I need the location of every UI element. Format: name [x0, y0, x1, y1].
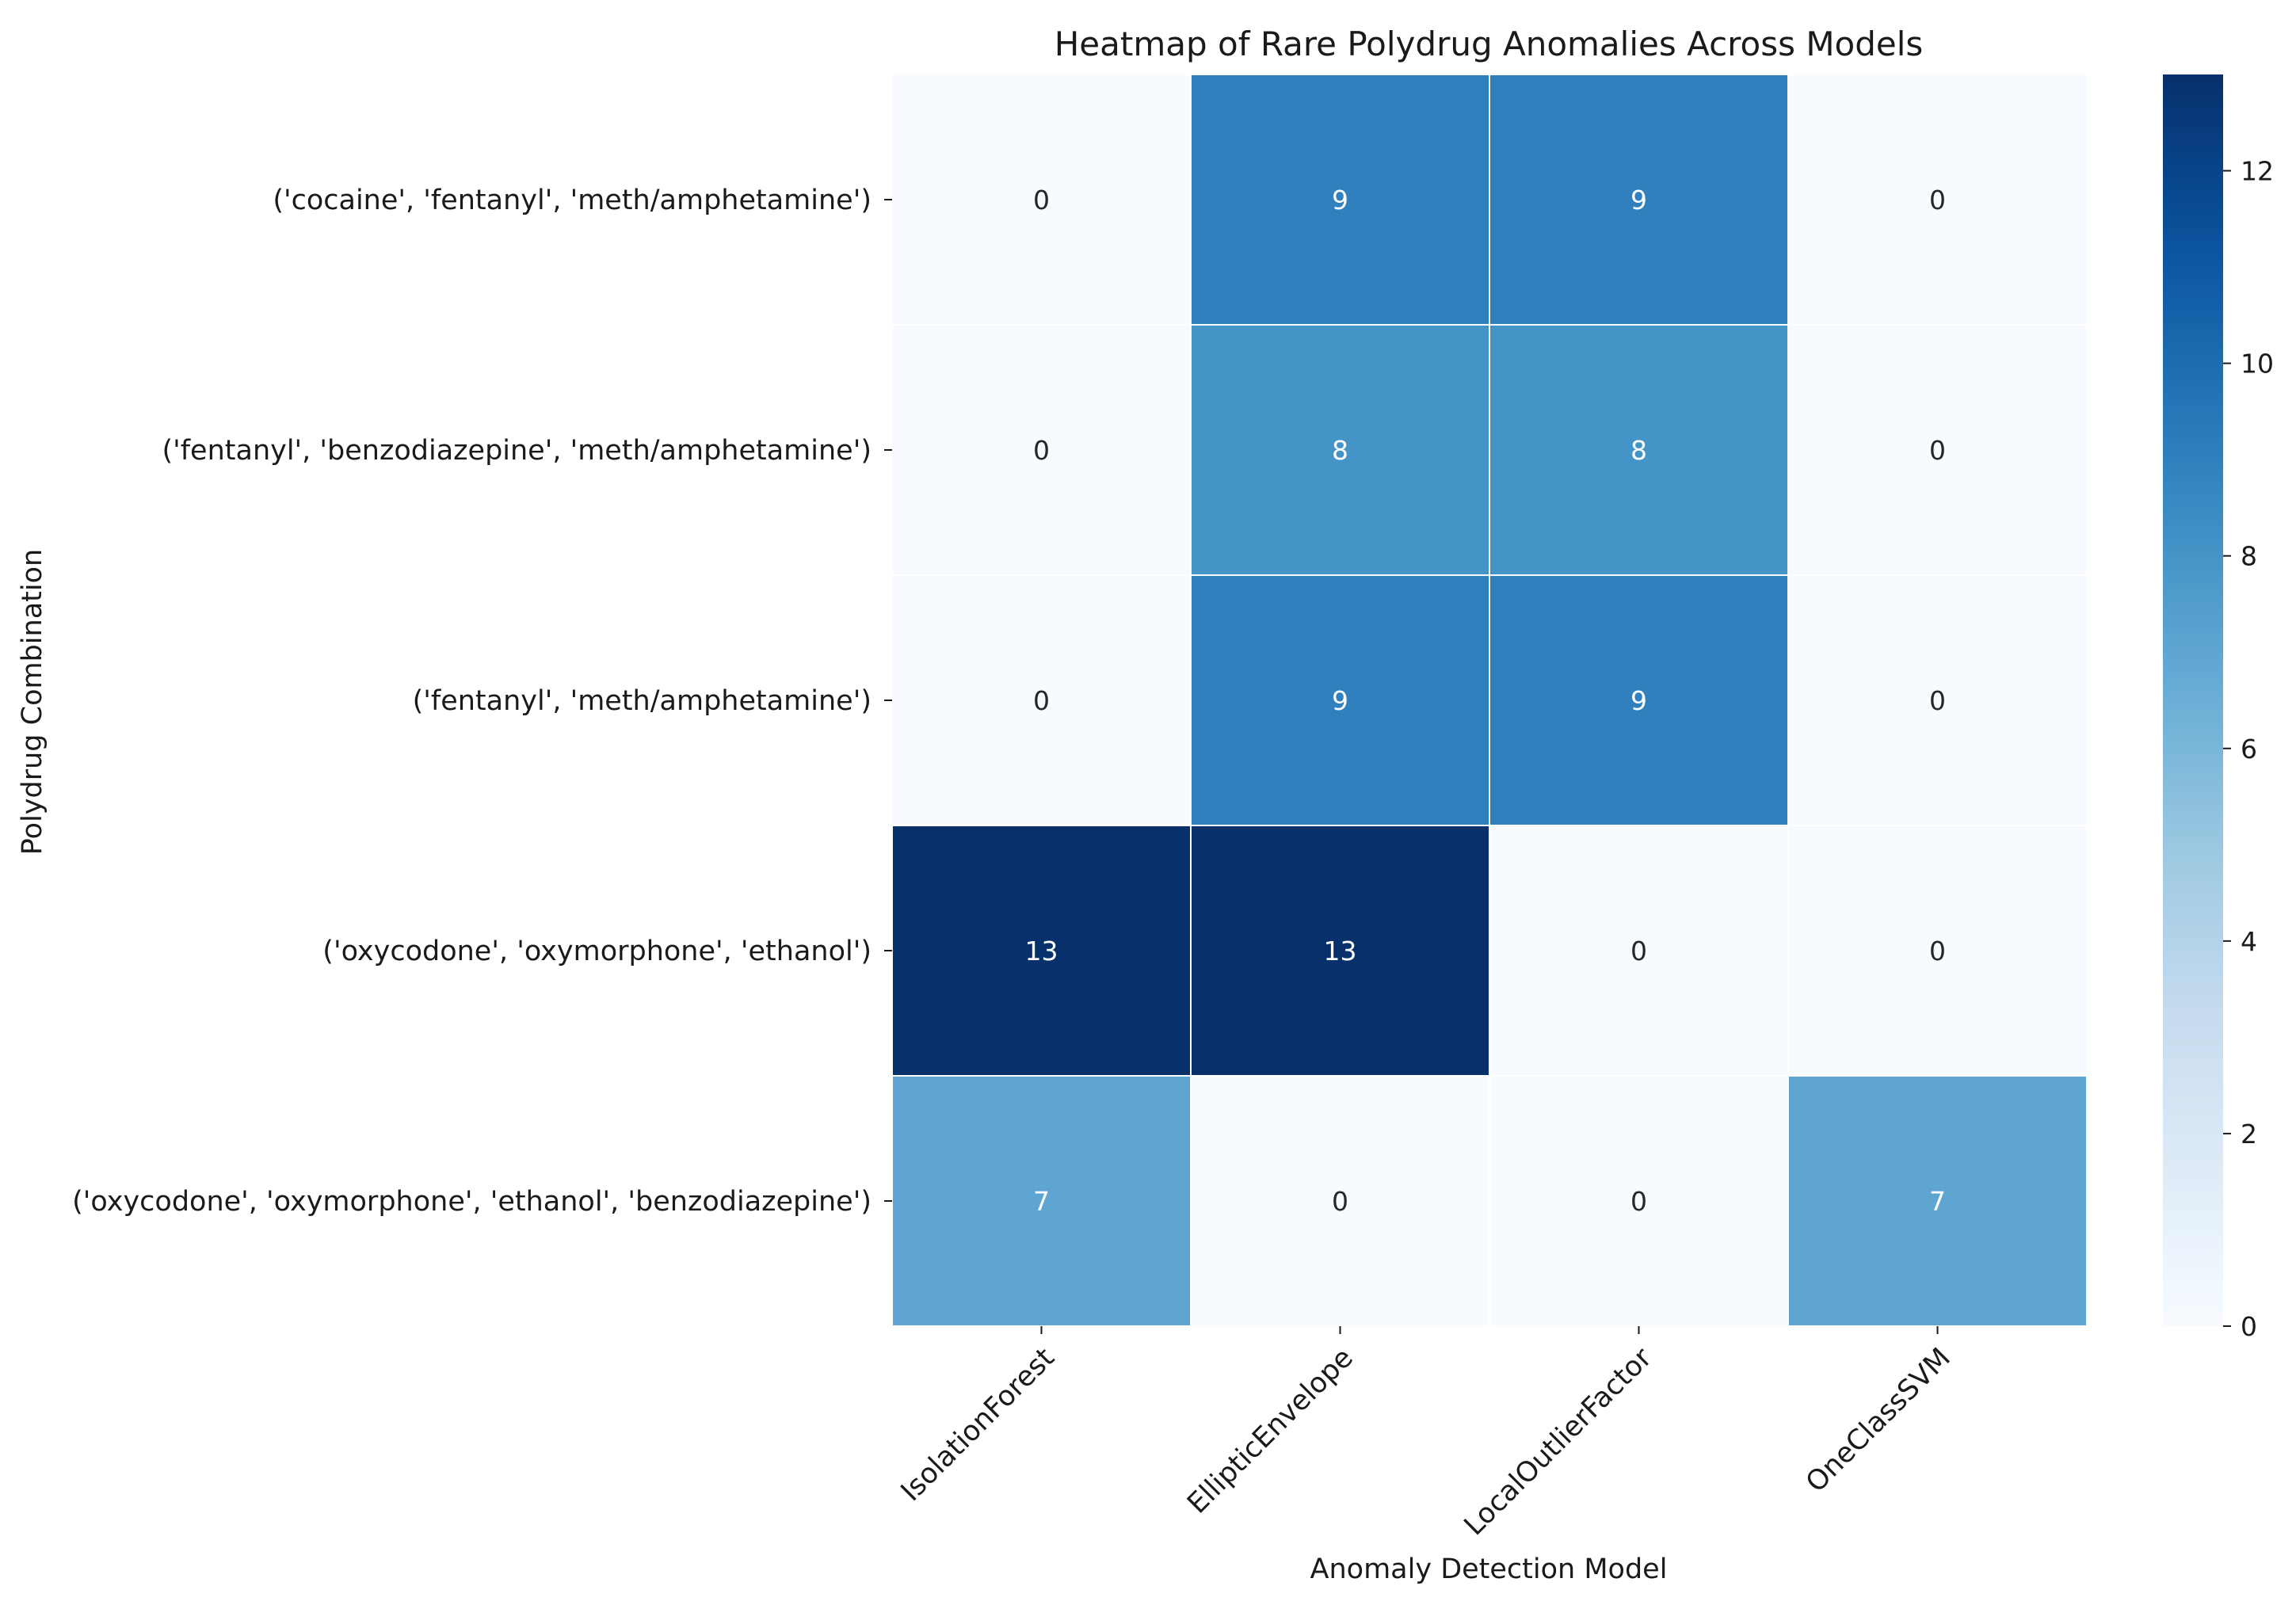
x-tick-label: IsolationForest [895, 1342, 1061, 1508]
x-tick-label: LocalOutlierFactor [1459, 1342, 1659, 1542]
colorbar-gradient [2163, 74, 2223, 1326]
colorbar: 0 2 4 6 8 10 12 [2163, 74, 2274, 1342]
y-tick-label: ('oxycodone', 'oxymorphone', 'ethanol', … [72, 1186, 871, 1218]
y-tick-label: ('cocaine', 'fentanyl', 'meth/amphetamin… [273, 185, 871, 216]
heatmap-cell [1489, 1075, 1789, 1327]
heatmap-cell [1190, 574, 1490, 826]
heatmap-cell [1190, 74, 1490, 326]
heatmap-cell [1190, 1075, 1490, 1327]
cell-value-label: 9 [1630, 685, 1647, 716]
heatmap-cell [1787, 825, 2088, 1077]
colorbar-tick-label: 0 [2241, 1311, 2257, 1342]
heatmap-cell [891, 1075, 1192, 1327]
heatmap-cell [1190, 825, 1490, 1077]
heatmap-cell [1489, 324, 1789, 576]
cell-value-label: 0 [1033, 435, 1050, 466]
cell-value-label: 0 [1033, 685, 1050, 716]
colorbar-tick-label: 6 [2241, 734, 2257, 764]
heatmap-cell [1489, 825, 1789, 1077]
chart-title: Heatmap of Rare Polydrug Anomalies Acros… [1055, 25, 1924, 63]
cell-value-label: 8 [1332, 435, 1348, 466]
heatmap-cell [1787, 74, 2088, 326]
cell-value-label: 7 [1033, 1186, 1050, 1217]
colorbar-tick-label: 4 [2241, 926, 2257, 957]
colorbar-tick-label: 8 [2241, 541, 2257, 572]
x-axis: IsolationForest EllipticEnvelope LocalOutl… [895, 1326, 1957, 1542]
cell-value-label: 0 [1630, 1186, 1647, 1217]
cell-value-label: 9 [1332, 185, 1348, 215]
cell-value-label: 0 [1929, 936, 1946, 966]
heatmap-cell [1787, 1075, 2088, 1327]
cell-value-label: 9 [1630, 185, 1647, 215]
heatmap-cell [891, 74, 1192, 326]
cell-value-label: 0 [1929, 185, 1946, 215]
cell-value-label: 9 [1332, 685, 1348, 716]
x-tick-label: OneClassSVM [1800, 1342, 1957, 1499]
x-axis-label: Anomaly Detection Model [1310, 1554, 1668, 1585]
heatmap-cell [891, 324, 1192, 576]
cell-value-label: 0 [1929, 435, 1946, 466]
cell-value-label: 8 [1630, 435, 1647, 466]
heatmap-cell [1190, 324, 1490, 576]
cell-value-label: 0 [1929, 685, 1946, 716]
cell-value-label: 7 [1929, 1186, 1946, 1217]
cell-value-label: 0 [1332, 1186, 1348, 1217]
colorbar-tick-label: 12 [2241, 156, 2274, 187]
y-tick-label: ('fentanyl', 'benzodiazepine', 'meth/amp… [162, 435, 871, 467]
cell-value-label: 0 [1630, 936, 1647, 966]
y-tick-label: ('fentanyl', 'meth/amphetamine') [413, 685, 871, 717]
y-axis-label: Polydrug Combination [17, 549, 48, 855]
cell-value-label: 13 [1324, 936, 1357, 966]
heatmap-cell [891, 825, 1192, 1077]
y-tick-label: ('oxycodone', 'oxymorphone', 'ethanol') [322, 936, 871, 967]
colorbar-tick-label: 2 [2241, 1119, 2257, 1149]
cell-value-label: 0 [1033, 185, 1050, 215]
heatmap-cell [1787, 574, 2088, 826]
cell-value-label: 13 [1025, 936, 1058, 966]
heatmap-cell [1489, 74, 1789, 326]
heatmap-cells: 0 9 9 0 0 8 8 0 0 9 9 0 13 13 0 0 7 0 0 7 [891, 74, 2088, 1327]
x-tick-label: EllipticEnvelope [1181, 1342, 1360, 1520]
heatmap-cell [1787, 324, 2088, 576]
y-axis: ('cocaine', 'fentanyl', 'meth/amphetamin… [72, 185, 892, 1218]
colorbar-tick-label: 10 [2241, 349, 2274, 379]
